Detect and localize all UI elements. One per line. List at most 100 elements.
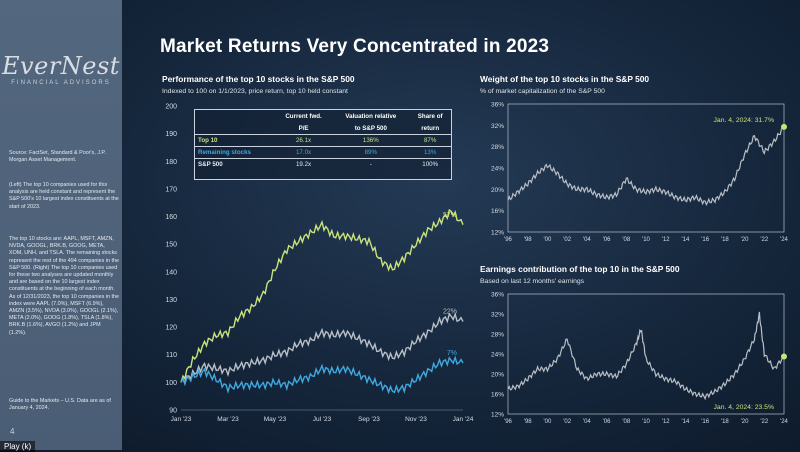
y-tick-label: 150 <box>165 242 177 249</box>
table-header-cell <box>195 122 275 135</box>
row-share: 100% <box>422 161 439 168</box>
series-end-label: 7% <box>447 350 457 357</box>
chart-title-performance: Performance of the top 10 stocks in the … <box>162 74 355 84</box>
page-number: 4 <box>10 427 15 436</box>
y-tick-label: 140 <box>165 269 177 276</box>
plot-frame <box>507 293 785 415</box>
table-header-share: Share of <box>417 112 443 120</box>
table-header-cell <box>195 110 275 122</box>
x-tick-label: Jan '23 <box>171 416 192 423</box>
page-title: Market Returns Very Concentrated in 2023 <box>160 36 550 57</box>
y-tick-label: 24% <box>491 352 504 359</box>
x-tick-label: Nov '23 <box>405 416 427 423</box>
footnote-left: (Left) The top 10 companies used for thi… <box>9 182 119 210</box>
series-line-top-10 <box>180 208 464 383</box>
weight-chart: 12% 16% 20% 24% 28% 32% 36% '96 '98 '00 '02 '04 '06 '… <box>491 102 789 244</box>
guide-note: Guide to the Markets – U.S. Data are as … <box>9 398 111 412</box>
x-tick-label: '14 <box>682 237 690 243</box>
x-tick-label: '98 <box>524 237 532 243</box>
x-tick-label: '18 <box>721 419 729 425</box>
x-tick-label: '22 <box>760 237 768 243</box>
row-rel: 89% <box>332 146 410 159</box>
valuation-table: Current fwd. Valuation relative Share of… <box>194 109 452 180</box>
x-tick-label: '12 <box>662 419 670 425</box>
y-tick-label: 190 <box>165 131 177 138</box>
x-tick-label: '02 <box>563 237 571 243</box>
plot-frame <box>507 103 785 233</box>
y-tick-label: 12% <box>491 412 504 419</box>
chart-title-weight: Weight of the top 10 stocks in the S&P 5… <box>480 74 650 84</box>
sidebar: EverNest FINANCIAL ADVISORS Source: Fact… <box>0 0 122 450</box>
x-tick-label: '00 <box>544 237 552 243</box>
earnings-chart: 12% 16% 20% 24% 28% 32% 36% '96 '98 '00 '02 '04 '06 '… <box>491 292 789 426</box>
y-tick-label: 32% <box>491 123 504 130</box>
x-tick-label: '18 <box>721 237 729 243</box>
x-tick-label: '22 <box>760 419 768 425</box>
y-tick-label: 12% <box>491 230 504 237</box>
x-tick-label: Jul '23 <box>313 416 332 423</box>
x-tick-label: '02 <box>563 419 571 425</box>
x-tick-label: Jan '24 <box>453 416 474 423</box>
row-rel: - <box>369 161 372 168</box>
row-share: 87% <box>409 134 451 147</box>
table-row-sp500: S&P 500 19.2x - 100% <box>195 159 451 171</box>
performance-chart: 90 100 110 120 130 140 150 160 170 180 190 200 Jan '… <box>165 104 474 424</box>
x-tick-label: '04 <box>583 237 591 243</box>
series-end-label: 22% <box>443 309 457 316</box>
chart-subtitle-weight: % of market capitalization of the S&P 50… <box>480 88 605 95</box>
play-button[interactable]: Play (k) <box>0 441 36 452</box>
footnote-constituents: The top 10 stocks are: AAPL, MSFT, AMZN,… <box>9 236 119 336</box>
x-tick-label: Mar '23 <box>217 416 239 423</box>
row-pe: 26.1x <box>274 134 333 147</box>
x-tick-label: '20 <box>741 237 749 243</box>
table-header-pe-2: P/E <box>274 122 333 135</box>
y-tick-label: 200 <box>165 104 177 111</box>
x-tick-label: '24 <box>780 419 788 425</box>
chart-subtitle-earnings: Based on last 12 months' earnings <box>480 278 585 285</box>
y-tick-label: 16% <box>491 208 504 215</box>
x-tick-label: '08 <box>622 237 630 243</box>
row-label: Top 10 <box>195 134 275 147</box>
table-header-share-2: return <box>409 122 451 135</box>
table-header-rel: Valuation relative <box>345 112 397 120</box>
logo-wordmark: EverNest <box>2 52 120 80</box>
x-tick-label: May '23 <box>264 416 287 423</box>
latest-value-marker <box>781 353 787 360</box>
y-tick-label: 32% <box>491 312 504 319</box>
x-tick-label: '04 <box>583 419 591 425</box>
chart-subtitle-performance: Indexed to 100 on 1/1/2023, price return… <box>162 88 348 95</box>
series-line-remaining-stocks <box>180 355 464 395</box>
x-tick-label: '14 <box>682 419 690 425</box>
x-tick-label: '10 <box>642 419 650 425</box>
y-tick-label: 160 <box>165 214 177 221</box>
y-tick-label: 90 <box>169 408 177 415</box>
logo-tagline: FINANCIAL ADVISORS <box>11 80 111 86</box>
chart-title-earnings: Earnings contribution of the top 10 in t… <box>480 264 680 274</box>
row-pe: 17.0x <box>274 146 333 159</box>
table-header-row: Current fwd. Valuation relative Share of <box>195 110 451 122</box>
row-share: 13% <box>409 146 451 159</box>
x-tick-label: Sep '23 <box>358 416 380 423</box>
series-end-label: 57% <box>443 212 457 219</box>
x-tick-label: '16 <box>701 237 709 243</box>
x-tick-label: '06 <box>603 237 611 243</box>
x-tick-label: '98 <box>524 419 532 425</box>
latest-value-annotation: Jan. 4, 2024: 23.5% <box>714 404 774 411</box>
table-header-row-2: P/E to S&P 500 return <box>195 122 451 135</box>
y-tick-label: 100 <box>165 380 177 387</box>
x-tick-label: '06 <box>603 419 611 425</box>
x-tick-label: '10 <box>642 237 650 243</box>
source-note: Source: FactSet, Standard & Poor's, J.P.… <box>9 150 106 164</box>
row-label: Remaining stocks <box>195 146 275 159</box>
y-tick-label: 28% <box>491 144 504 151</box>
y-tick-label: 36% <box>491 102 504 109</box>
y-tick-label: 120 <box>165 325 177 332</box>
x-tick-label: '24 <box>780 237 788 243</box>
y-tick-label: 16% <box>491 392 504 399</box>
x-tick-label: '96 <box>504 237 512 243</box>
y-tick-label: 20% <box>491 372 504 379</box>
y-tick-label: 24% <box>491 166 504 173</box>
x-tick-label: '16 <box>701 419 709 425</box>
x-tick-label: '96 <box>504 419 512 425</box>
series-line-s-p-500 <box>180 312 464 386</box>
